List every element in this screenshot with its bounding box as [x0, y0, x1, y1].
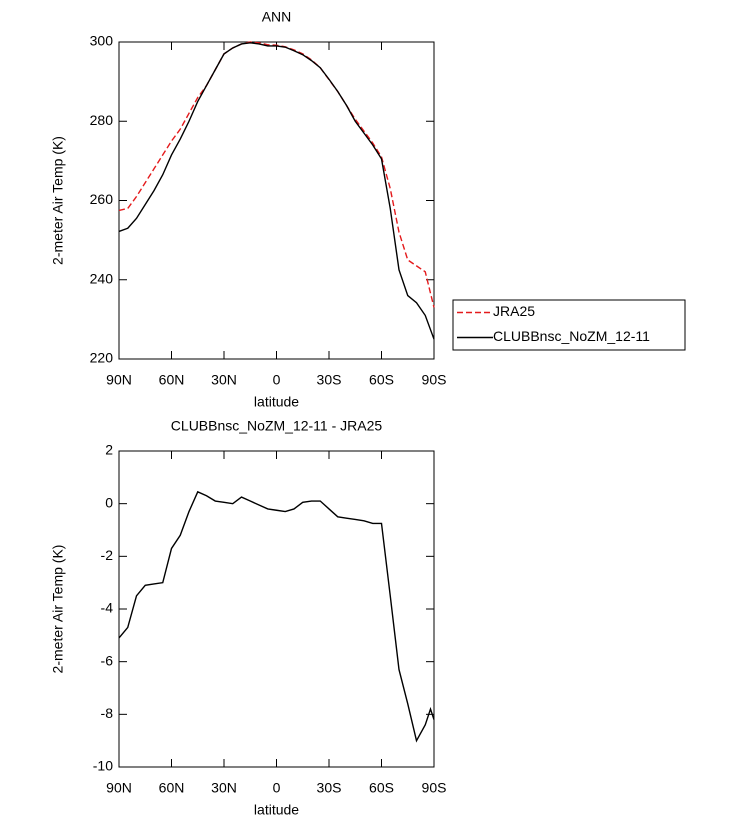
y-tick-label: -4 — [101, 600, 114, 616]
y-tick-label: 260 — [90, 191, 114, 207]
x-tick-label: 90S — [422, 780, 447, 796]
x-axis-label: latitude — [254, 802, 299, 818]
x-tick-label: 60S — [369, 372, 394, 388]
x-tick-label: 60N — [159, 780, 185, 796]
y-tick-label: 280 — [90, 112, 114, 128]
y-tick-label: 220 — [90, 350, 114, 366]
x-tick-label: 0 — [273, 372, 281, 388]
plot-frame — [118, 41, 435, 360]
y-axis-label: 2-meter Air Temp (K) — [50, 545, 66, 674]
y-tick-label: -8 — [101, 705, 114, 721]
data-line — [118, 490, 435, 743]
x-axis-label: latitude — [254, 394, 299, 410]
legend-box — [452, 299, 686, 351]
x-tick-label: 60S — [369, 780, 394, 796]
y-tick-label: -6 — [101, 652, 114, 668]
chart-title: ANN — [262, 9, 292, 25]
x-tick-label: 90N — [106, 780, 132, 796]
x-tick-label: 30N — [211, 780, 237, 796]
y-tick-label: 0 — [105, 494, 113, 510]
x-tick-label: 90N — [106, 372, 132, 388]
y-axis-label: 2-meter Air Temp (K) — [50, 136, 66, 265]
y-tick-label: -10 — [93, 758, 113, 774]
legend-label: CLUBBnsc_NoZM_12-11 — [493, 328, 650, 344]
y-tick-label: 300 — [90, 33, 114, 49]
y-tick-label: -2 — [101, 547, 114, 563]
legend-label: JRA25 — [493, 303, 535, 319]
y-tick-label: 240 — [90, 270, 114, 286]
x-tick-label: 0 — [273, 780, 281, 796]
y-tick-label: 2 — [105, 442, 113, 458]
x-tick-label: 30S — [317, 780, 342, 796]
x-tick-label: 90S — [422, 372, 447, 388]
x-tick-label: 60N — [159, 372, 185, 388]
plot-frame — [118, 450, 435, 768]
chart-title: CLUBBnsc_NoZM_12-11 - JRA25 — [171, 418, 383, 434]
x-tick-label: 30N — [211, 372, 237, 388]
data-line — [118, 41, 435, 308]
x-tick-label: 30S — [317, 372, 342, 388]
data-line — [118, 42, 435, 340]
